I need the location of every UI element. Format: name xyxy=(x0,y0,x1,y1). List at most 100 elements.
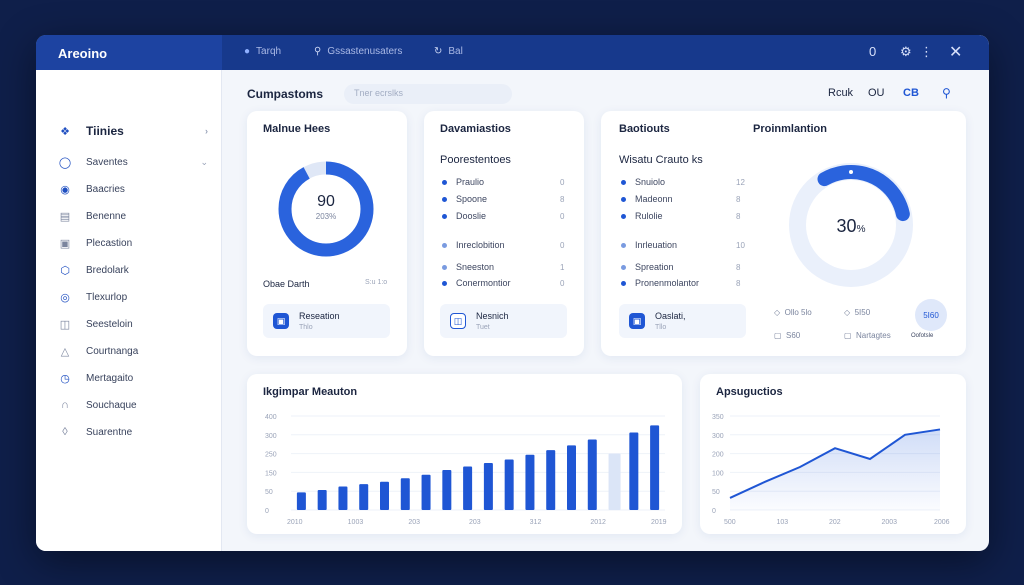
chart-title: Apsuguctios xyxy=(716,386,783,398)
list-item-value: 1 xyxy=(560,263,565,272)
ring-value: 30% xyxy=(836,216,866,236)
card-title: Davamiastios xyxy=(440,123,511,135)
sidebar: ❖ Tiinies › ◯ Saventes ⌄ ◉ Baacries ▤ Be… xyxy=(36,70,222,551)
header-link-3[interactable]: CB xyxy=(903,87,919,99)
list-item: Spreation xyxy=(621,262,674,272)
search-icon[interactable]: ⚲ xyxy=(942,86,951,100)
x-tick-label: 103 xyxy=(777,519,789,526)
titlebar-count: 0 xyxy=(869,44,877,59)
sidebar-item-6[interactable]: ◎ Tlexurlop xyxy=(58,287,208,307)
list-item: Spoone xyxy=(442,194,487,204)
stat-badge: 5I60 xyxy=(915,299,947,331)
progress-marker xyxy=(849,170,853,174)
chevron-down-icon: ⌄ xyxy=(200,156,208,167)
list-item: Snuiolo xyxy=(621,177,665,187)
gauge-arc xyxy=(278,161,374,257)
x-tick-label: 2003 xyxy=(882,519,898,526)
bag-icon: ▣ xyxy=(273,313,289,329)
list-item-value: 8 xyxy=(736,263,741,272)
y-tick-label: 50 xyxy=(712,489,720,496)
sidebar-item-9[interactable]: ◷ Mertagaito xyxy=(58,368,208,388)
sidebar-item-0[interactable]: ❖ Tiinies › xyxy=(58,121,208,141)
app-title: Areoino xyxy=(36,35,222,70)
settings-icon[interactable]: ⚙ xyxy=(900,44,912,59)
bar xyxy=(608,453,621,510)
x-tick-label: 2012 xyxy=(590,519,606,526)
list-item: Madeonn xyxy=(621,194,673,204)
more-icon[interactable]: ⋮ xyxy=(920,44,933,59)
title-bar: Areoino ● Tarqh ⚲ Gssastenusaters ↻ Bal … xyxy=(36,35,989,70)
y-tick-label: 200 xyxy=(712,452,724,459)
sidebar-item-4[interactable]: ▣ Plecastion xyxy=(59,237,133,250)
info-tile[interactable]: ◫ Nesnich Tuet xyxy=(440,304,567,338)
list-item-value: 10 xyxy=(736,241,745,250)
gauge-card: Malnue Hees 90 203% Obae Darth S:u 1:o ▣… xyxy=(247,111,407,356)
progress-card: Baotiouts Proinmlantion Wisatu Crauto ks… xyxy=(601,111,966,356)
shield-icon: ◫ xyxy=(450,313,466,329)
search-input[interactable]: Tner ecrslks xyxy=(344,84,512,104)
bar xyxy=(380,481,389,510)
x-tick-label: 2010 xyxy=(287,519,303,526)
x-tick-label: 1003 xyxy=(348,519,364,526)
hexagon-icon: ⬡ xyxy=(60,264,70,277)
titlebar-item-1[interactable]: ● Tarqh xyxy=(244,46,282,57)
header-link-2[interactable]: OU xyxy=(868,87,885,99)
list-item-value: 0 xyxy=(560,178,565,187)
sidebar-item-7[interactable]: ◫ Seesteloin xyxy=(59,318,133,331)
list-item: Inreclobition xyxy=(442,240,505,250)
folder-icon: ▣ xyxy=(59,237,71,250)
close-icon[interactable]: ✕ xyxy=(949,44,963,61)
sync-icon: ↻ xyxy=(434,46,443,57)
card-title: Malnue Hees xyxy=(263,123,331,135)
target-icon: ◎ xyxy=(60,291,70,304)
chevron-right-icon: › xyxy=(205,126,208,136)
gauge-subvalue: 203% xyxy=(315,212,337,221)
y-tick-label: 300 xyxy=(265,433,277,440)
header-link-1[interactable]: Rcuk xyxy=(828,87,854,99)
list-item: Rulolie xyxy=(621,211,663,221)
tag-icon: ❖ xyxy=(60,125,70,138)
bar xyxy=(567,445,576,510)
list-item-value: 8 xyxy=(736,279,741,288)
info-tile[interactable]: ▣ Oaslati, Tllo xyxy=(619,304,746,338)
page-title: Cumpastoms xyxy=(247,87,324,101)
y-tick-label: 400 xyxy=(265,414,277,421)
list-item: Sneeston xyxy=(442,262,494,272)
y-tick-label: 150 xyxy=(265,470,277,477)
y-tick-label: 100 xyxy=(712,470,724,477)
x-tick-label: 2006 xyxy=(934,519,950,526)
footer-label: Obae Darth xyxy=(263,279,310,289)
area-fill xyxy=(730,429,940,510)
line-chart-card: Apsuguctios 0 50 100 200 300 350 500 103 202 2003… xyxy=(700,374,966,534)
sidebar-item-5[interactable]: ⬡ Bredolark xyxy=(58,260,208,280)
titlebar-item-3[interactable]: ↻ Bal xyxy=(434,46,463,57)
list-item-value: 0 xyxy=(560,212,565,221)
app-window: Areoino ● Tarqh ⚲ Gssastenusaters ↻ Bal … xyxy=(36,35,989,551)
sidebar-item-2[interactable]: ◉ Baacries xyxy=(58,179,208,199)
titlebar-item-2[interactable]: ⚲ Gssastenusaters xyxy=(314,46,403,57)
y-tick-label: 250 xyxy=(265,452,277,459)
list-item: Dooslie xyxy=(442,211,486,221)
sidebar-item-3[interactable]: ▤ Benenne xyxy=(59,210,127,223)
bracket-icon: ∩ xyxy=(61,399,69,411)
list-item: Inrleuation xyxy=(621,240,677,250)
sidebar-item-1[interactable]: ◯ Saventes ⌄ xyxy=(58,156,208,169)
card-subtitle: Poorestentoes xyxy=(440,154,511,166)
progress-ring xyxy=(789,163,913,287)
sidebar-item-11[interactable]: ◊ Suarentne xyxy=(58,422,208,442)
y-tick-label: 50 xyxy=(265,489,273,496)
y-tick-label: 300 xyxy=(712,433,724,440)
bar xyxy=(525,454,535,510)
bell-icon: ◊ xyxy=(62,426,68,438)
bar xyxy=(483,463,493,510)
drop-icon: ● xyxy=(244,46,251,57)
sidebar-item-10[interactable]: ∩ Souchaque xyxy=(58,395,208,415)
bar xyxy=(296,492,306,510)
info-tile[interactable]: ▣ Reseation Thlo xyxy=(263,304,390,338)
sidebar-item-8[interactable]: △ Courtnanga xyxy=(58,341,208,361)
legend-item: ▢ S60 xyxy=(774,331,801,340)
y-tick-label: 350 xyxy=(712,414,724,421)
circle-icon: ◯ xyxy=(58,156,72,169)
list-item-value: 0 xyxy=(560,241,565,250)
bar xyxy=(400,478,410,510)
